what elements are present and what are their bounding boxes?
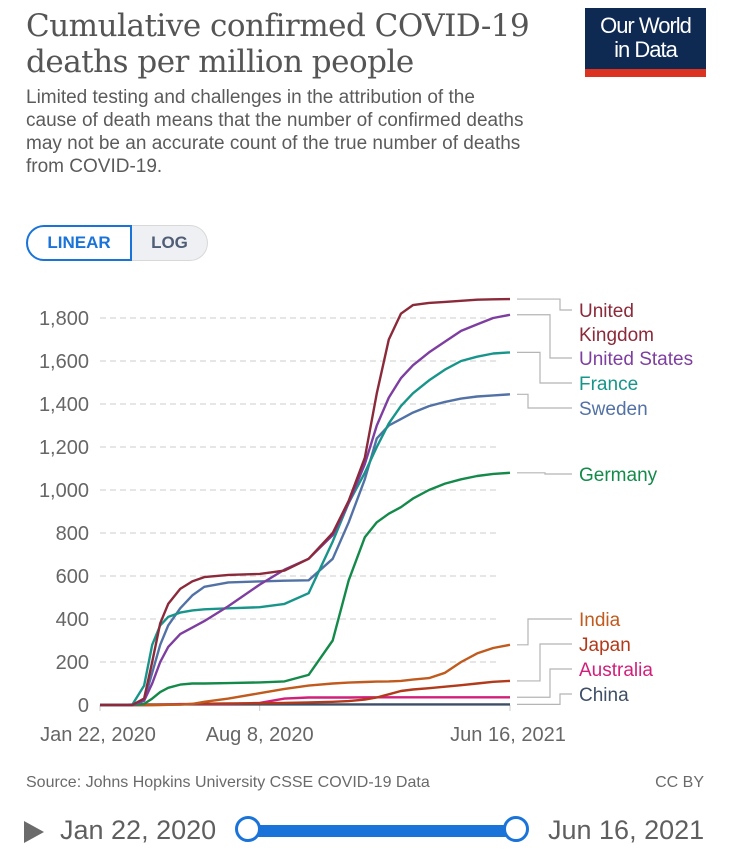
license-link[interactable]: CC BY [655, 774, 704, 791]
timeline-end-handle[interactable] [503, 816, 529, 842]
legend-label-australia: Australia [579, 660, 653, 681]
legend-connector-india [517, 618, 572, 646]
legend-connector-france [517, 351, 572, 384]
legend-label-france: France [579, 374, 638, 395]
series-line-united-kingdom [100, 297, 511, 707]
timeline-end-date: Jun 16, 2021 [548, 815, 705, 845]
y-tick-label: 800 [56, 523, 89, 545]
legend-label-japan: Japan [579, 635, 631, 656]
y-tick-label: 1,200 [39, 437, 89, 459]
chart-title: Cumulative confirmed COVID-19 deaths per… [26, 8, 566, 80]
x-tick-label: Jun 16, 2021 [450, 724, 566, 746]
y-axis-tick-labels: 0 200 400 600 800 1,000 1,200 1,400 1,600 1,800 [39, 308, 89, 717]
legend-connector-sweden [517, 393, 572, 409]
legend-connector-united-kingdom [517, 298, 572, 311]
grid-lines [100, 317, 500, 663]
legend-connector-germany [517, 472, 572, 475]
play-icon[interactable] [24, 821, 44, 843]
legend-label-united-kingdom: Kingdom [579, 325, 654, 346]
y-tick-label: 1,000 [39, 480, 89, 502]
y-tick-label: 200 [56, 652, 89, 674]
legend-label-sweden: Sweden [579, 399, 648, 420]
series-line-india [100, 643, 511, 707]
series-line-germany [100, 471, 511, 707]
y-tick-label: 600 [56, 566, 89, 588]
owid-logo-text: Our World in Data [585, 14, 706, 62]
x-axis: Jan 22, 2020 Aug 8, 2020 Jun 16, 2021 [40, 705, 566, 746]
chart-title-line-2: deaths per million people [26, 44, 414, 80]
timeline-start-date: Jan 22, 2020 [60, 815, 217, 845]
legend-connector-china [517, 693, 572, 705]
log-scale-button[interactable]: LOG [132, 225, 208, 261]
logo-line-1: Our World [600, 13, 692, 38]
legend-label-china: China [579, 685, 629, 706]
series-line-japan [100, 679, 511, 707]
source-note[interactable]: Source: Johns Hopkins University CSSE CO… [26, 774, 430, 791]
timeline-track[interactable] [250, 825, 518, 837]
y-tick-label: 1,600 [39, 351, 89, 373]
logo-line-2: in Data [614, 37, 678, 62]
y-tick-label: 1,400 [39, 394, 89, 416]
line-chart: 0 200 400 600 800 1,000 1,200 1,400 1,600 1,800 J… [39, 297, 693, 746]
linear-scale-button[interactable]: LINEAR [26, 225, 132, 261]
scale-toggle: LINEAR LOG [26, 225, 208, 261]
y-tick-label: 1,800 [39, 308, 89, 330]
logo-accent-bar [585, 69, 706, 77]
chart-title-line-1: Cumulative confirmed COVID-19 [26, 8, 530, 44]
series-line-france [100, 351, 511, 707]
chart-subtitle: Limited testing and challenges in the at… [26, 87, 524, 177]
series-lines [99, 297, 511, 707]
timeline-slider: Jan 22, 2020 Jun 16, 2021 [20, 812, 720, 852]
x-tick-label: Jan 22, 2020 [40, 724, 156, 746]
legend-label-india: India [579, 610, 621, 631]
y-tick-label: 0 [78, 695, 89, 717]
x-tick-label: Aug 8, 2020 [206, 724, 314, 746]
legend-label-united-states: United States [579, 349, 693, 370]
legend: United Kingdom United States France Sweden Ge… [517, 298, 693, 706]
series-line-united-states [100, 313, 511, 707]
owid-logo[interactable]: Our World in Data [585, 8, 706, 77]
legend-connector-australia [517, 668, 572, 698]
legend-label-united-kingdom: United [579, 301, 634, 322]
legend-connector-japan [517, 643, 572, 682]
timeline-start-handle[interactable] [235, 816, 261, 842]
y-tick-label: 400 [56, 609, 89, 631]
legend-label-germany: Germany [579, 465, 658, 486]
legend-connector-united-states [517, 314, 572, 359]
